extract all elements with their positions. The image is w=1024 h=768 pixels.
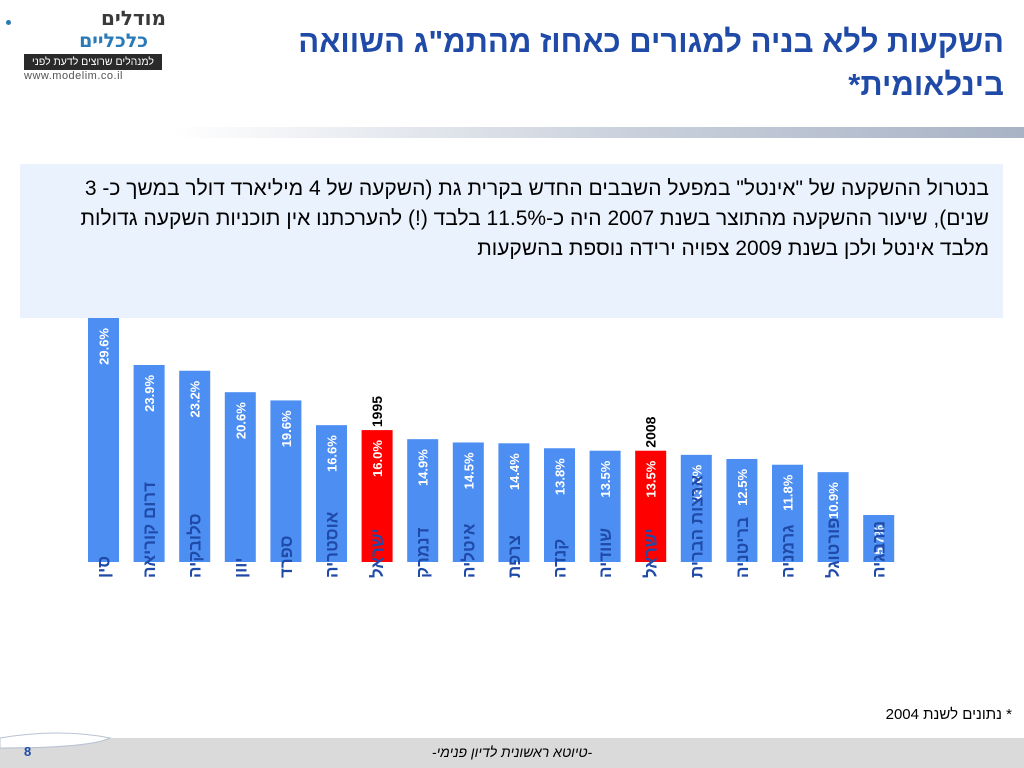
bar-10 bbox=[544, 448, 575, 562]
page-number: 8 bbox=[24, 744, 32, 759]
bar-17 bbox=[863, 515, 895, 562]
logo-brand-line1: מודלים bbox=[100, 6, 166, 30]
category-label-16: פורטוגל bbox=[824, 518, 843, 578]
annotation-6: 1995 bbox=[369, 396, 385, 427]
footer-bar: -טיוטא ראשונית לדיון פנימי- bbox=[0, 738, 1024, 768]
bar-5 bbox=[316, 425, 347, 562]
value-label-17: 5.7% bbox=[872, 525, 887, 555]
value-label-15: 11.8% bbox=[781, 474, 796, 511]
title-divider bbox=[172, 127, 1024, 138]
bar-1 bbox=[133, 364, 165, 562]
bar-0 bbox=[88, 318, 119, 562]
page-number-curve bbox=[0, 732, 112, 749]
logo-brand-line2: כלכליים bbox=[79, 30, 148, 52]
category-label-17: נורבגיה bbox=[870, 521, 889, 578]
logo: מודלים כלכליים למנהלים שרוצים לדעת לפני … bbox=[6, 6, 170, 82]
bar-13 bbox=[680, 454, 712, 562]
bar-8 bbox=[452, 442, 484, 562]
annotation-12: 2008 bbox=[643, 416, 659, 447]
value-label-6: 16.0% bbox=[370, 440, 385, 477]
logo-tagline: למנהלים שרוצים לדעת לפני bbox=[24, 54, 162, 70]
logo-dot bbox=[6, 20, 11, 25]
value-label-4: 19.6% bbox=[279, 410, 294, 447]
value-label-11: 13.5% bbox=[598, 460, 613, 497]
bar-16 bbox=[817, 472, 849, 562]
bar-3 bbox=[224, 392, 256, 562]
value-label-14: 12.5% bbox=[735, 469, 750, 506]
value-label-12: 13.5% bbox=[644, 460, 659, 497]
category-label-2: סלובקיה bbox=[186, 513, 205, 578]
value-label-13: 13.0% bbox=[689, 464, 704, 501]
bar-6 bbox=[361, 430, 393, 562]
slide-title: השקעות ללא בניה למגורים כאחוז מהתמ"ג השו… bbox=[298, 24, 1004, 102]
category-label-6: ישראל bbox=[368, 528, 387, 578]
category-label-15: גרמניה bbox=[779, 525, 798, 578]
category-label-10: קנדה bbox=[551, 539, 570, 578]
category-label-7: דנמרק bbox=[414, 527, 433, 578]
value-label-3: 20.6% bbox=[233, 402, 248, 439]
bar-7 bbox=[407, 439, 439, 562]
category-label-9: צרפת bbox=[505, 535, 524, 578]
bar-2 bbox=[179, 370, 211, 562]
category-label-5: אוסטריה bbox=[323, 511, 342, 578]
category-label-1: דרום קוריאה bbox=[140, 482, 159, 578]
footnote: * נתונים לשנת 2004 bbox=[885, 706, 1012, 723]
bar-4 bbox=[270, 400, 302, 562]
category-label-3: יוון bbox=[231, 557, 250, 578]
value-label-5: 16.6% bbox=[325, 435, 340, 472]
bar-9 bbox=[498, 443, 530, 562]
value-label-7: 14.9% bbox=[416, 449, 431, 486]
value-label-10: 13.8% bbox=[553, 458, 568, 495]
commentary-box: בנטרול ההשקעה של "אינטל" במפעל השבבים הח… bbox=[20, 164, 1003, 318]
category-label-14: בריטניה bbox=[733, 517, 752, 578]
value-label-9: 14.4% bbox=[507, 453, 522, 490]
category-label-4: ספרד bbox=[277, 536, 296, 578]
value-label-1: 23.9% bbox=[142, 375, 157, 412]
bar-15 bbox=[772, 464, 803, 562]
category-label-11: שוודיה bbox=[596, 528, 615, 578]
category-label-0: סין bbox=[95, 556, 114, 578]
value-label-0: 29.6% bbox=[97, 328, 112, 365]
value-label-16: 10.9% bbox=[826, 482, 841, 519]
bar-11 bbox=[589, 450, 621, 562]
bar-14 bbox=[726, 458, 758, 562]
category-label-12: ישראל bbox=[642, 528, 661, 578]
value-label-8: 14.5% bbox=[461, 452, 476, 489]
footer-text: -טיוטא ראשונית לדיון פנימי- bbox=[431, 744, 593, 760]
bar-12 bbox=[635, 450, 667, 562]
bar-chart: 29.6% סין 23.9% דרום קוריאה 23.2% סלובקיה 20.6… bbox=[88, 318, 895, 578]
category-label-8: איטליה bbox=[459, 523, 478, 578]
logo-url: www.modelim.co.il bbox=[24, 70, 123, 82]
value-label-2: 23.2% bbox=[188, 380, 203, 417]
category-label-13: ארצות הברית bbox=[687, 475, 706, 578]
